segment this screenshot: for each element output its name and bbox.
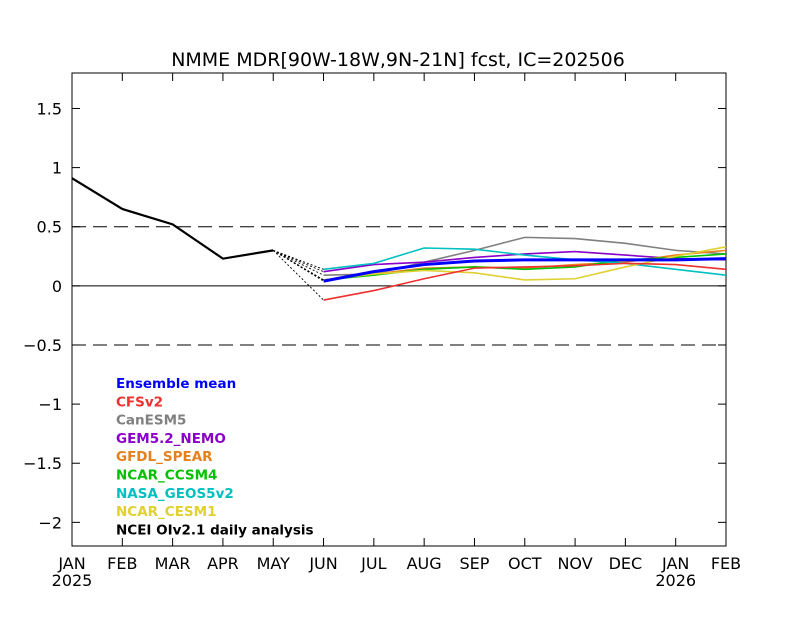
x-tick-label: JAN [57, 554, 85, 573]
legend-entry: NCAR_CESM1 [116, 504, 216, 520]
legend: Ensemble mean CFSv2 CanESM5 GEM5.2_NEMO GFDL… [116, 376, 314, 538]
y-tick-label: 0 [52, 277, 62, 296]
y-tick-label: −1.5 [23, 454, 62, 473]
forecast-connector [273, 249, 324, 270]
plot-frame [71, 72, 727, 547]
y-tick-label: 1.5 [37, 99, 62, 118]
x-tick-label: FEB [107, 554, 137, 573]
series-line-nasa-geos5v2 [323, 247, 727, 277]
legend-entry: GFDL_SPEAR [116, 449, 213, 465]
legend-entry: NCAR_CCSM4 [116, 468, 217, 484]
forecast-connector [272, 249, 324, 282]
chart-title: NMME MDR[90W-18W,9N-21N] fcst, IC=202506 [171, 49, 625, 71]
x-year-label: 2025 [52, 571, 93, 590]
x-tick-label: DEC [609, 554, 643, 573]
x-year-label: 2026 [655, 571, 696, 590]
y-tick-label: 1 [52, 159, 62, 178]
y-tick-label: −2 [38, 513, 62, 532]
x-tick-label: OCT [508, 554, 542, 573]
x-tick-label: FEB [711, 554, 741, 573]
legend-entry: GEM5.2_NEMO [116, 431, 226, 447]
y-tick-label: 0.5 [37, 218, 62, 237]
observed-line [71, 177, 274, 260]
y-tick-label: −0.5 [23, 336, 62, 355]
x-tick-label: JUN [308, 554, 337, 573]
x-tick-label: NOV [557, 554, 592, 573]
legend-entry: Ensemble mean [116, 376, 236, 392]
forecast-connector [273, 249, 324, 276]
x-tick-label: APR [207, 554, 239, 573]
series-line-cfsv2 [323, 262, 727, 301]
series-line-ensemble-mean [323, 257, 727, 283]
legend-entry: CFSv2 [116, 394, 163, 410]
x-tick-label: SEP [460, 554, 490, 573]
x-tick-label: AUG [407, 554, 442, 573]
x-tick-label: JAN [661, 554, 689, 573]
y-tick-label: −1 [38, 395, 62, 414]
legend-entry: CanESM5 [116, 413, 186, 429]
x-tick-label: MAY [257, 554, 291, 573]
legend-entry: NCEI OIv2.1 daily analysis [116, 522, 314, 538]
plot-area: 1.5 1 0.5 0 −0.5 −1 −1.5 −2 JAN FEB MAR APR MAY JUN JU… [23, 72, 741, 590]
x-tick-label: MAR [155, 554, 191, 573]
x-tick-label: JUL [360, 554, 386, 573]
legend-entry: NASA_GEOS5v2 [116, 486, 234, 502]
